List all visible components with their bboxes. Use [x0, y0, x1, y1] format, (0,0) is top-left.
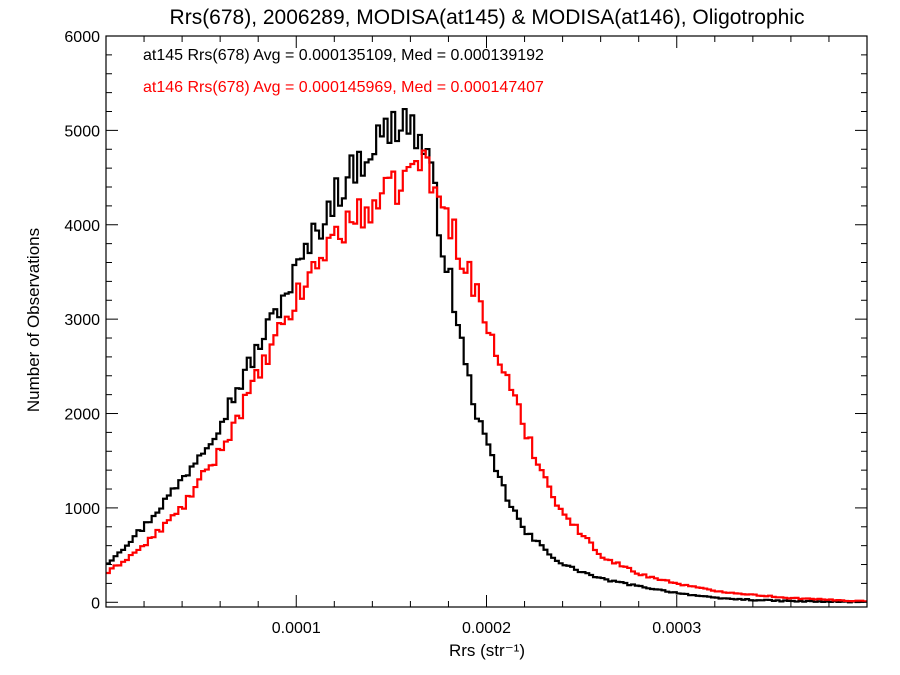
y-tick-label: 3000: [64, 312, 100, 329]
series-line-at146: [106, 149, 867, 603]
y-axis-label: Number of Observations: [24, 228, 43, 412]
legend-entry-at146: at146 Rrs(678) Avg = 0.000145969, Med = …: [143, 79, 544, 96]
y-tick-label: 2000: [64, 407, 100, 424]
y-tick-label: 1000: [64, 501, 100, 518]
legend-entry-at145: at145 Rrs(678) Avg = 0.000135109, Med = …: [143, 47, 544, 64]
y-axis-ticks: 0 1000 2000 3000 4000 5000 6000: [64, 29, 867, 612]
x-tick-label: 0.0003: [652, 620, 701, 637]
x-axis-ticks: 0.0001 0.0002 0.0003: [143, 36, 830, 637]
x-tick-label: 0.0001: [272, 620, 321, 637]
x-axis-label: Rrs (str⁻¹): [449, 641, 525, 660]
y-tick-label: 6000: [64, 29, 100, 46]
y-tick-label: 4000: [64, 218, 100, 235]
plot-area: [106, 107, 867, 604]
y-tick-label: 0: [91, 595, 100, 612]
y-tick-label: 5000: [64, 123, 100, 140]
chart-title: Rrs(678), 2006289, MODISA(at145) & MODIS…: [170, 6, 805, 29]
x-tick-label: 0.0002: [462, 620, 511, 637]
series-line-at145: [106, 107, 867, 604]
